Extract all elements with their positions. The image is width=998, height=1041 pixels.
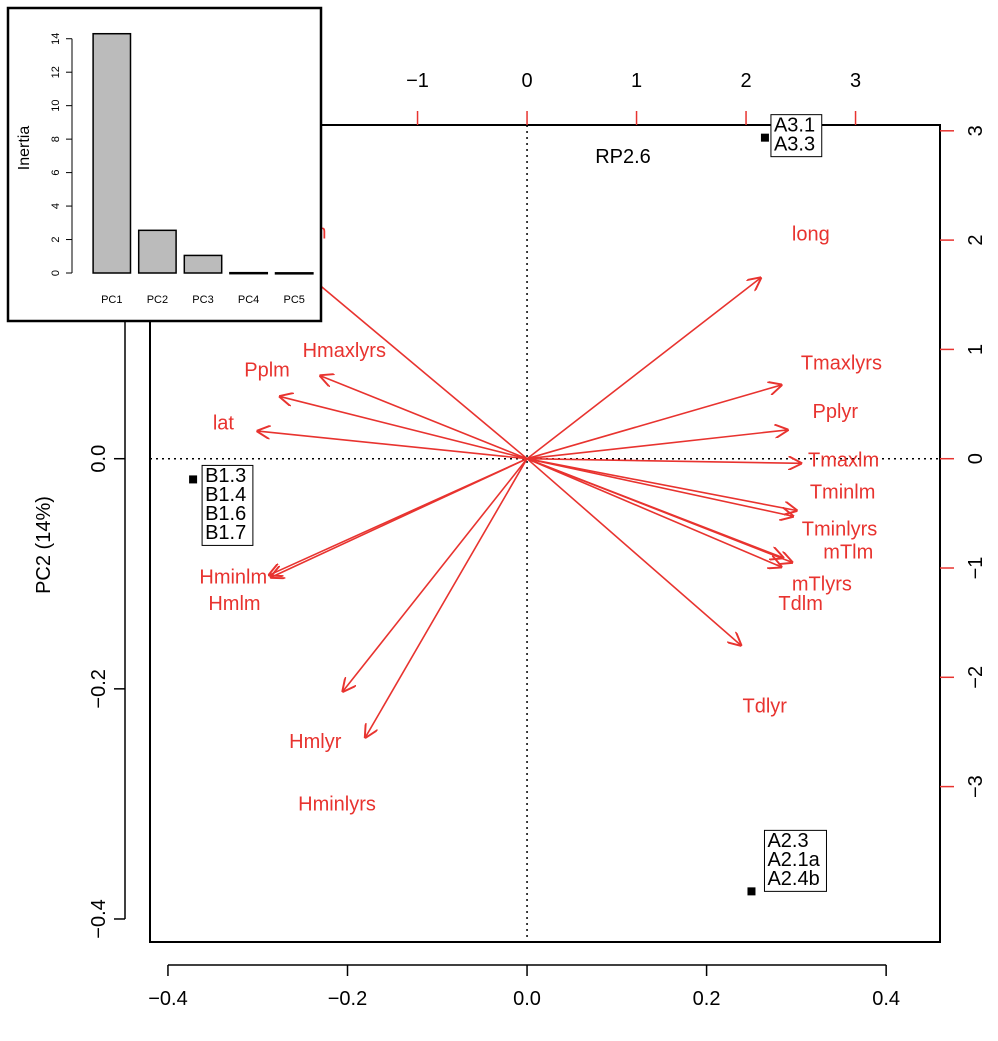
- vector-label: Hmaxlyrs: [303, 340, 386, 362]
- top-axis-tick-label: 2: [740, 70, 751, 92]
- inset-y-tick-label: 0: [50, 270, 62, 276]
- x-tick-label: −0.4: [148, 988, 187, 1010]
- vector-arrow: [258, 431, 528, 460]
- right-axis-tick-label: 3: [965, 125, 987, 136]
- vector-label: Pplyr: [813, 401, 859, 423]
- inset-y-tick-label: 10: [50, 100, 62, 112]
- vector-arrow: [271, 457, 528, 578]
- inset-category-label: PC5: [283, 294, 304, 306]
- top-axis-tick-label: 0: [521, 70, 532, 92]
- vector-arrow: [527, 459, 801, 464]
- plot-frame: [149, 124, 941, 943]
- inset-category-label: PC3: [192, 294, 213, 306]
- vector-label: lat: [213, 412, 235, 434]
- right-axis-tick-label: −2: [965, 666, 987, 689]
- vector-arrow: [526, 457, 783, 558]
- x-tick-label: −0.2: [328, 988, 367, 1010]
- y-axis-title: PC2 (14%): [33, 496, 55, 594]
- inset-y-tick-label: 2: [50, 236, 62, 242]
- observation-point: [189, 475, 198, 484]
- inset-bar: [137, 229, 177, 274]
- inset-y-tick-label: 6: [50, 170, 62, 176]
- y-tick-label: 0.0: [88, 445, 110, 473]
- observation-label: A2.1a: [767, 849, 820, 871]
- observation-label: B1.6: [205, 503, 246, 525]
- vector-arrow: [526, 278, 760, 460]
- right-axis-tick-label: −3: [965, 775, 987, 798]
- vector-label: Tmaxlyrs: [801, 353, 882, 375]
- vector-label: mTlm: [823, 541, 873, 563]
- vector-arrow: [321, 376, 528, 460]
- observation-label-box: [770, 114, 823, 158]
- right-axis-tick-label: −1: [965, 557, 987, 580]
- right-axis-tick-label: 0: [965, 453, 987, 464]
- inset-bar: [183, 254, 223, 274]
- vector-arrow: [526, 385, 781, 460]
- observation-label: A2.4b: [767, 868, 819, 890]
- vector-arrow: [526, 458, 741, 645]
- inset-category-label: PC1: [101, 294, 122, 306]
- inset-y-axis-title: Inertia: [16, 126, 33, 171]
- inset-y-tick-label: 8: [50, 136, 62, 142]
- observation-label: B1.3: [205, 465, 246, 487]
- vector-label: Hminlyrs: [298, 793, 376, 815]
- vector-label: Pplm: [244, 360, 290, 382]
- observation-point: [760, 133, 769, 142]
- inset-y-tick-label: 14: [50, 33, 62, 45]
- observation-label: A3.1: [774, 114, 815, 136]
- inset-bar: [274, 272, 314, 275]
- top-axis-tick-label: 3: [850, 70, 861, 92]
- chart-title: RP2.6: [595, 146, 651, 168]
- vector-arrow: [526, 430, 787, 460]
- vector-label: Hmlyr: [289, 731, 342, 753]
- inset-category-label: PC2: [147, 294, 168, 306]
- observation-label-box: [763, 829, 827, 892]
- top-axis-tick-label: 1: [631, 70, 642, 92]
- observation-label: A2.3: [767, 830, 808, 852]
- vector-arrow: [307, 275, 528, 460]
- vector-label: Tdlm: [778, 593, 822, 615]
- observation-label-box: [201, 464, 254, 546]
- vector-arrow: [365, 458, 528, 737]
- x-tick-label: 0.2: [693, 988, 721, 1010]
- y-tick-label: −0.2: [88, 669, 110, 708]
- vector-arrow: [526, 457, 796, 511]
- inset-category-label: PC4: [238, 294, 259, 306]
- vector-label: mTlyrs: [792, 574, 852, 596]
- inertia-inset: 0 2 4 6 8 10 12 14 Inertia PC1 PC2 PC3 PC4 PC5: [6, 6, 323, 323]
- vector-arrow: [526, 457, 793, 517]
- vector-arrow: [343, 458, 528, 691]
- vector-arrow: [280, 397, 528, 460]
- observation-label: B1.7: [205, 522, 246, 544]
- inset-y-tick-label: 4: [50, 203, 62, 209]
- inset-bar: [92, 32, 132, 274]
- vector-arrow: [526, 457, 781, 567]
- y-tick-label: −0.4: [88, 899, 110, 938]
- inset-y-tick-label: 12: [50, 66, 62, 78]
- observation-point: [747, 887, 756, 896]
- x-tick-label: 0.0: [513, 988, 541, 1010]
- right-axis-tick-label: 1: [965, 344, 987, 355]
- vector-label: long: [792, 224, 830, 246]
- observation-label: B1.4: [205, 484, 246, 506]
- inset-bar: [229, 271, 269, 275]
- vector-label: Tminlm: [810, 482, 876, 504]
- vector-label: Hminlm: [199, 567, 267, 589]
- observation-label: A3.3: [774, 133, 815, 155]
- right-axis-tick-label: 2: [965, 235, 987, 246]
- x-tick-label: 0.4: [872, 988, 900, 1010]
- vector-label: Hmlm: [208, 593, 260, 615]
- vector-label: Tdlyr: [743, 696, 788, 718]
- vector-label: Tmaxlm: [808, 449, 879, 471]
- vector-label: Tminlyrs: [802, 518, 878, 540]
- top-axis-tick-label: −1: [406, 70, 429, 92]
